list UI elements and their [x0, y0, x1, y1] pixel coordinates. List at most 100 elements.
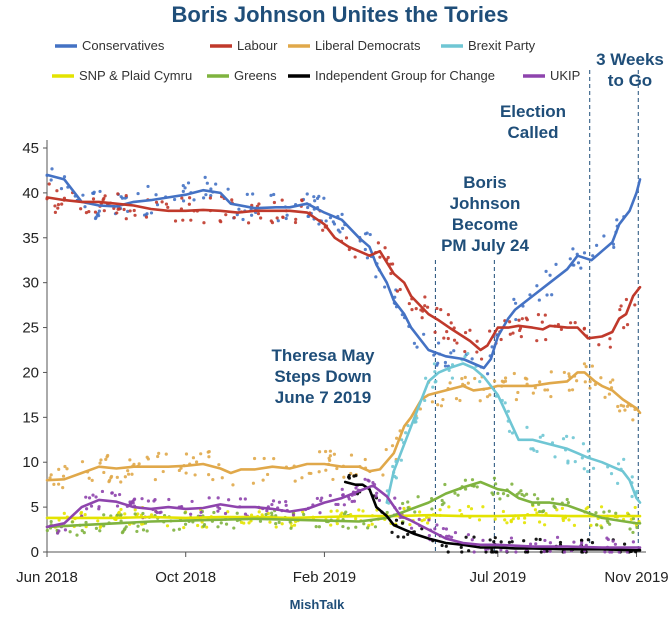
poll-dot	[109, 474, 114, 479]
poll-dot	[472, 550, 476, 554]
poll-dot	[567, 518, 571, 522]
poll-dot	[493, 379, 497, 383]
poll-dot	[306, 205, 310, 210]
poll-dot	[79, 510, 84, 515]
poll-dot	[566, 500, 570, 505]
poll-dot	[52, 482, 56, 487]
poll-dot	[340, 212, 344, 216]
poll-dot	[514, 317, 518, 322]
poll-dot	[536, 313, 541, 317]
poll-dot	[349, 453, 354, 457]
poll-dot	[249, 213, 254, 217]
poll-dot	[522, 521, 527, 525]
poll-dot	[340, 511, 344, 515]
poll-dot	[281, 215, 285, 220]
poll-dot	[57, 482, 61, 486]
poll-dot	[622, 326, 626, 330]
poll-dot	[488, 538, 492, 542]
poll-dot	[407, 301, 411, 306]
poll-dot	[323, 449, 328, 454]
poll-dot	[441, 526, 446, 531]
poll-dot	[91, 197, 96, 201]
poll-dot	[258, 519, 263, 523]
poll-dot	[203, 175, 207, 180]
poll-dot	[453, 530, 458, 535]
poll-dot	[589, 523, 593, 527]
poll-dot	[293, 220, 298, 225]
poll-dot	[540, 320, 544, 324]
poll-dot	[208, 196, 212, 200]
poll-dot	[277, 520, 281, 524]
poll-dot	[324, 468, 328, 472]
poll-dot	[444, 544, 448, 548]
poll-dot	[124, 525, 128, 529]
poll-dot	[458, 508, 462, 513]
poll-dot	[535, 339, 539, 343]
poll-dot	[436, 341, 441, 345]
poll-dot	[631, 540, 636, 544]
poll-dot	[126, 469, 130, 473]
poll-dot	[141, 528, 146, 532]
poll-dot	[81, 193, 85, 197]
poll-dot	[503, 518, 507, 522]
poll-dot	[430, 507, 434, 511]
poll-dot	[300, 476, 304, 480]
poll-dot	[622, 542, 627, 546]
poll-dot	[354, 486, 358, 490]
poll-dot	[68, 530, 72, 534]
poll-dot	[401, 501, 405, 506]
poll-dot	[618, 307, 622, 312]
poll-dot	[503, 379, 508, 383]
poll-dot	[511, 517, 515, 521]
poll-dot	[549, 370, 553, 374]
poll-dot	[566, 459, 570, 463]
poll-dot	[123, 475, 127, 479]
poll-dot	[238, 497, 243, 501]
poll-dot	[328, 454, 332, 458]
y-tick-label: 45	[22, 140, 39, 157]
poll-dot	[446, 336, 450, 341]
poll-dot	[571, 436, 575, 440]
poll-dot	[586, 469, 590, 474]
poll-dot	[550, 293, 554, 297]
poll-dot	[179, 466, 183, 470]
poll-dot	[570, 388, 575, 392]
poll-dot	[503, 401, 507, 405]
poll-dot	[595, 523, 599, 527]
poll-dot	[481, 505, 485, 509]
poll-dot	[87, 496, 92, 500]
poll-dot	[525, 377, 529, 381]
poll-dot	[594, 511, 598, 515]
poll-dot	[538, 510, 542, 514]
poll-dot	[448, 381, 452, 385]
poll-dot	[277, 500, 282, 504]
legend-label: UKIP	[550, 68, 580, 83]
poll-dot	[543, 538, 547, 543]
poll-dot	[268, 520, 272, 524]
poll-dot	[328, 458, 332, 462]
poll-dot	[580, 541, 584, 545]
poll-dot	[603, 395, 607, 399]
poll-dot	[305, 192, 309, 196]
poll-dot	[525, 425, 529, 429]
poll-dot	[533, 386, 537, 390]
poll-dot	[301, 510, 305, 514]
poll-dot	[486, 372, 490, 376]
poll-dot	[193, 473, 197, 477]
poll-dot	[630, 475, 634, 479]
poll-dot	[420, 519, 424, 523]
poll-dot	[115, 211, 119, 215]
poll-dot	[509, 519, 513, 523]
poll-dot	[217, 463, 221, 467]
poll-dot	[207, 496, 211, 500]
poll-dot	[381, 473, 385, 477]
poll-dot	[59, 187, 64, 191]
poll-dot	[266, 472, 270, 477]
poll-dot	[144, 215, 149, 219]
poll-dot	[188, 196, 192, 200]
poll-dot	[280, 198, 284, 202]
poll-dot	[98, 529, 102, 533]
poll-dot	[518, 326, 523, 330]
poll-dot	[541, 509, 545, 514]
poll-dot	[390, 444, 395, 448]
